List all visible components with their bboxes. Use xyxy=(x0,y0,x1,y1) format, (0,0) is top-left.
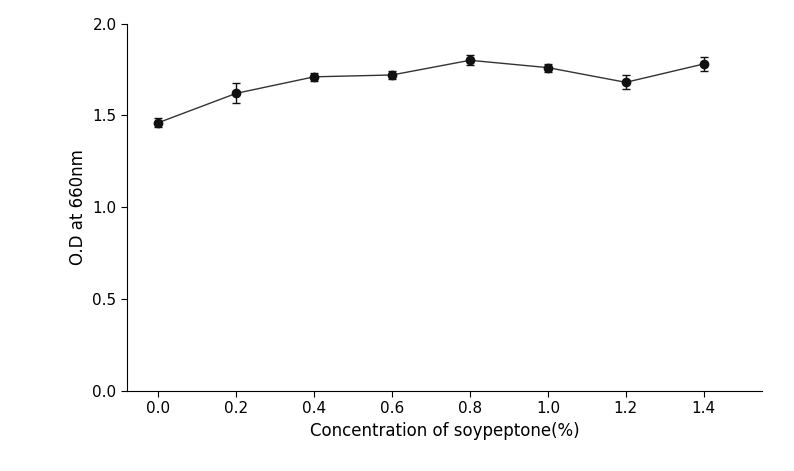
X-axis label: Concentration of soypeptone(%): Concentration of soypeptone(%) xyxy=(310,422,580,440)
Y-axis label: O.D at 660nm: O.D at 660nm xyxy=(69,149,87,265)
